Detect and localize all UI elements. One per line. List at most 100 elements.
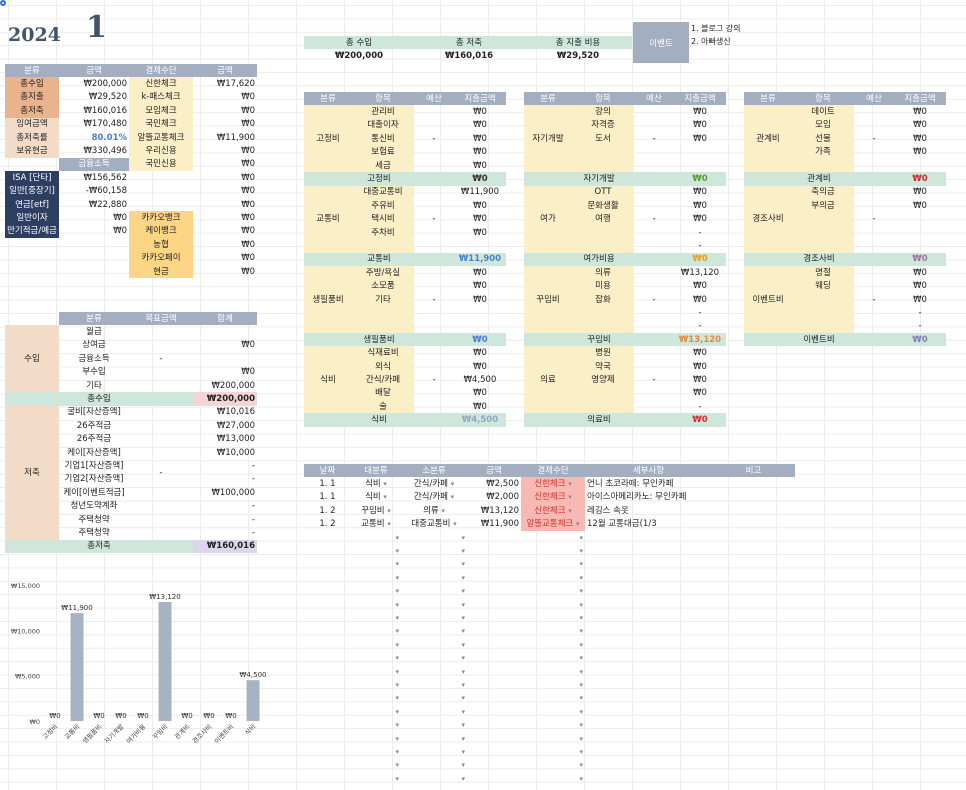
dropdown-icon[interactable]: ▾	[441, 506, 445, 515]
ledger-cell[interactable]: ₩2,000	[467, 491, 521, 504]
dropdown-icon[interactable]: ▾	[395, 721, 399, 730]
ledger-cell[interactable]	[585, 718, 712, 731]
dropdown-icon[interactable]: ▾	[579, 667, 583, 676]
ledger-cell[interactable]: ▾	[521, 665, 585, 678]
ledger-cell[interactable]: ▾	[351, 571, 401, 584]
ledger-cell[interactable]: ▾	[401, 732, 467, 745]
ledger-cell[interactable]: 신한체크 ▾	[521, 504, 585, 518]
ledger-cell[interactable]: ▾	[351, 611, 401, 624]
ledger-cell[interactable]: ▾	[521, 772, 585, 785]
ledger-cell[interactable]	[304, 665, 351, 678]
ledger-cell[interactable]	[585, 759, 712, 772]
ledger-cell[interactable]: ▾	[401, 651, 467, 664]
dropdown-icon[interactable]: ▾	[453, 520, 457, 529]
dropdown-icon[interactable]: ▾	[395, 707, 399, 716]
dropdown-icon[interactable]: ▾	[395, 734, 399, 743]
dropdown-icon[interactable]: ▾	[395, 627, 399, 636]
event-item[interactable]: 1. 블로그 강의	[691, 24, 741, 33]
dropdown-icon[interactable]: ▾	[461, 721, 465, 730]
ledger-cell[interactable]	[304, 598, 351, 611]
ledger-cell[interactable]: ▾	[351, 745, 401, 758]
dropdown-icon[interactable]: ▾	[461, 547, 465, 556]
dropdown-icon[interactable]: ▾	[461, 667, 465, 676]
dropdown-icon[interactable]: ▾	[579, 774, 583, 783]
ledger-cell[interactable]	[304, 571, 351, 584]
dropdown-icon[interactable]: ▾	[461, 613, 465, 622]
ledger-cell[interactable]: ▾	[351, 665, 401, 678]
ledger-cell[interactable]: 대중교통비 ▾	[401, 518, 467, 531]
ledger-cell[interactable]	[712, 504, 795, 517]
ledger-cell[interactable]	[585, 625, 712, 638]
ledger-cell[interactable]	[304, 745, 351, 758]
ledger-cell[interactable]	[467, 625, 521, 638]
dropdown-icon[interactable]: ▾	[579, 761, 583, 770]
ledger-cell[interactable]: 아이스아메리카노: 무인카페	[585, 491, 712, 504]
ledger-cell[interactable]	[712, 611, 795, 624]
ledger-cell[interactable]	[585, 531, 712, 544]
dropdown-icon[interactable]: ▾	[395, 600, 399, 609]
ledger-cell[interactable]: ▾	[351, 678, 401, 691]
ledger-cell[interactable]: ▾	[521, 732, 585, 745]
ledger-cell[interactable]: ▾	[521, 558, 585, 571]
ledger-cell[interactable]	[304, 718, 351, 731]
ledger-cell[interactable]	[712, 692, 795, 705]
ledger-cell[interactable]: ▾	[351, 544, 401, 557]
dropdown-icon[interactable]: ▾	[461, 587, 465, 596]
ledger-cell[interactable]: ▾	[401, 772, 467, 785]
ledger-cell[interactable]: 간식/카페 ▾	[401, 491, 467, 504]
ledger-cell[interactable]	[304, 625, 351, 638]
ledger-cell[interactable]: ▾	[521, 651, 585, 664]
dropdown-icon[interactable]: ▾	[461, 533, 465, 542]
ledger-cell[interactable]	[467, 531, 521, 544]
ledger-cell[interactable]	[712, 625, 795, 638]
ledger-cell[interactable]: ▾	[401, 745, 467, 758]
event-item[interactable]: 2. 아빠생신	[691, 37, 731, 47]
ledger-cell[interactable]: ▾	[401, 692, 467, 705]
ledger-cell[interactable]	[585, 705, 712, 718]
ledger-cell[interactable]: ▾	[521, 598, 585, 611]
ledger-cell[interactable]	[712, 638, 795, 651]
ledger-cell[interactable]	[712, 665, 795, 678]
ledger-cell[interactable]	[712, 518, 795, 531]
ledger-cell[interactable]: ▾	[521, 678, 585, 691]
ledger-cell[interactable]: ▾	[521, 544, 585, 557]
ledger-cell[interactable]	[467, 571, 521, 584]
ledger-cell[interactable]	[304, 651, 351, 664]
ledger-cell[interactable]	[467, 705, 521, 718]
dropdown-icon[interactable]: ▾	[579, 533, 583, 542]
ledger-cell[interactable]	[467, 692, 521, 705]
dropdown-icon[interactable]: ▾	[568, 493, 572, 502]
dropdown-icon[interactable]: ▾	[450, 480, 455, 489]
ledger-cell[interactable]: 1. 2	[304, 518, 351, 531]
dropdown-icon[interactable]: ▾	[579, 747, 583, 756]
dropdown-icon[interactable]: ▾	[579, 734, 583, 743]
ledger-cell[interactable]: ▾	[401, 718, 467, 731]
ledger-cell[interactable]: ▾	[521, 585, 585, 598]
ledger-cell[interactable]: ▾	[351, 625, 401, 638]
ledger-cell[interactable]	[467, 665, 521, 678]
dropdown-icon[interactable]: ▾	[461, 627, 465, 636]
ledger-cell[interactable]	[304, 544, 351, 557]
dropdown-icon[interactable]: ▾	[568, 480, 572, 489]
ledger-cell[interactable]	[304, 611, 351, 624]
ledger-cell[interactable]: ▾	[521, 718, 585, 731]
ledger-cell[interactable]	[585, 598, 712, 611]
dropdown-icon[interactable]: ▾	[579, 573, 583, 582]
dropdown-icon[interactable]: ▾	[579, 640, 583, 649]
ledger-cell[interactable]: ▾	[401, 625, 467, 638]
dropdown-icon[interactable]: ▾	[395, 547, 399, 556]
ledger-cell[interactable]	[585, 745, 712, 758]
dropdown-icon[interactable]: ▾	[461, 640, 465, 649]
ledger-cell[interactable]	[467, 651, 521, 664]
dropdown-icon[interactable]: ▾	[395, 774, 399, 783]
ledger-cell[interactable]	[585, 611, 712, 624]
ledger-cell[interactable]: 1. 2	[304, 504, 351, 517]
ledger-cell[interactable]	[585, 638, 712, 651]
ledger-cell[interactable]: 교통비 ▾	[351, 518, 401, 531]
ledger-cell[interactable]: ▾	[351, 598, 401, 611]
ledger-cell[interactable]	[304, 692, 351, 705]
ledger-cell[interactable]	[585, 544, 712, 557]
ledger-cell[interactable]	[304, 531, 351, 544]
ledger-cell[interactable]: ▾	[521, 531, 585, 544]
dropdown-icon[interactable]: ▾	[579, 600, 583, 609]
